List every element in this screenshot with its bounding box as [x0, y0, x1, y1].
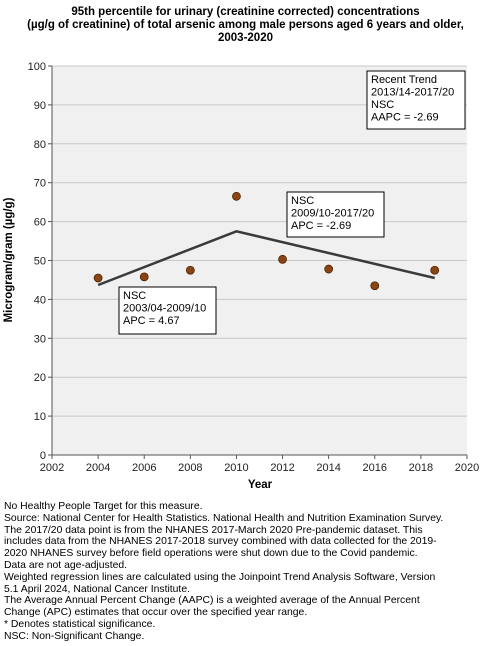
footnote-line: includes data from the NHANES 2017-2018 …	[4, 536, 437, 548]
footnote-line: 5.1 April 2024, National Cancer Institut…	[4, 583, 190, 595]
data-point	[430, 265, 440, 275]
x-axis-title: Year	[248, 479, 273, 491]
y-tick-label: 60	[34, 217, 46, 229]
annotation-line: NSC	[371, 99, 394, 111]
x-tick-labels: 2002 2004 2006 2008 2010 2012 2014 2016 2018 2020	[40, 455, 479, 474]
data-points	[93, 191, 440, 291]
x-tick-label: 2012	[270, 462, 294, 474]
y-tick-label: 30	[34, 333, 46, 345]
chart-title-line: (µg/g of creatinine) of total arsenic am…	[27, 19, 464, 31]
annotation-line: AAPC = -2.69	[371, 112, 439, 124]
footnote-line: The 2017/20 data point is from the NHANE…	[4, 524, 423, 536]
x-tick-label: 2002	[40, 462, 64, 474]
x-tick-label: 2006	[132, 462, 156, 474]
trend-line	[97, 230, 436, 287]
footnote-line: Source: National Center for Health Stati…	[4, 512, 444, 524]
footnote-line: NSC: Non-Significant Change.	[4, 630, 145, 642]
x-tick-label: 2020	[455, 462, 479, 474]
data-point	[93, 273, 103, 283]
chart-title: 95th percentile for urinary (creatinine …	[0, 6, 491, 45]
chart-title-line: 2003-2020	[218, 32, 273, 44]
y-tick-label: 80	[34, 139, 46, 151]
y-tick-label: 70	[34, 178, 46, 190]
data-point	[370, 281, 380, 291]
x-tick-label: 2014	[316, 462, 340, 474]
y-tick-label: 50	[34, 256, 46, 268]
footnote-line: Weighted regression lines are calculated…	[4, 571, 436, 583]
x-tick-label: 2016	[363, 462, 387, 474]
data-point	[278, 254, 287, 264]
footnote-line: 2020 NHANES survey before field operatio…	[4, 548, 418, 560]
footnotes: No Healthy People Target for this measur…	[4, 501, 490, 643]
y-tick-label: 0	[40, 450, 46, 462]
y-axis-title: Microgram/gram (µg/g)	[3, 197, 15, 322]
x-tick-label: 2018	[409, 462, 433, 474]
annotation-frame	[118, 286, 217, 335]
y-tick-label: 20	[34, 372, 46, 384]
annotation-line: 2009/10-2017/20	[291, 208, 374, 220]
annotation-line: 2003/04-2009/10	[123, 303, 206, 315]
annotation-frame	[366, 70, 466, 130]
y-tick-label: 40	[34, 294, 46, 306]
annotation-line: NSC	[123, 290, 146, 302]
y-tick-labels: 0 10 20 30 40 50 60 70 80 90 100	[28, 61, 52, 462]
footnote-line: Change (APC) estimates that occur over t…	[4, 607, 308, 619]
y-tick-label: 90	[34, 100, 46, 112]
x-tick-label: 2004	[86, 462, 110, 474]
annotation-line: Recent Trend	[371, 74, 437, 86]
data-point	[324, 264, 334, 274]
footnote-line: No Healthy People Target for this measur…	[4, 501, 203, 512]
data-point	[185, 265, 195, 275]
y-tick-label: 100	[28, 61, 46, 73]
footnote-line: Data are not age-adjusted.	[4, 559, 128, 571]
footnote-line: The Average Annual Percent Change (AAPC)…	[4, 595, 420, 607]
annotation-frame	[286, 191, 385, 238]
data-point	[232, 191, 241, 201]
annotation-line: APC = 4.67	[123, 315, 180, 327]
data-point	[139, 272, 149, 282]
x-tick-label: 2010	[224, 462, 248, 474]
annotation-line: 2013/14-2017/20	[371, 87, 454, 99]
footnote-line: * Denotes statistical significance.	[4, 618, 156, 630]
y-tick-label: 10	[34, 411, 46, 423]
chart-title-line: 95th percentile for urinary (creatinine …	[71, 6, 420, 18]
annotation-line: NSC	[291, 195, 314, 207]
x-tick-label: 2008	[178, 462, 202, 474]
annotation-line: APC = -2.69	[291, 220, 351, 232]
